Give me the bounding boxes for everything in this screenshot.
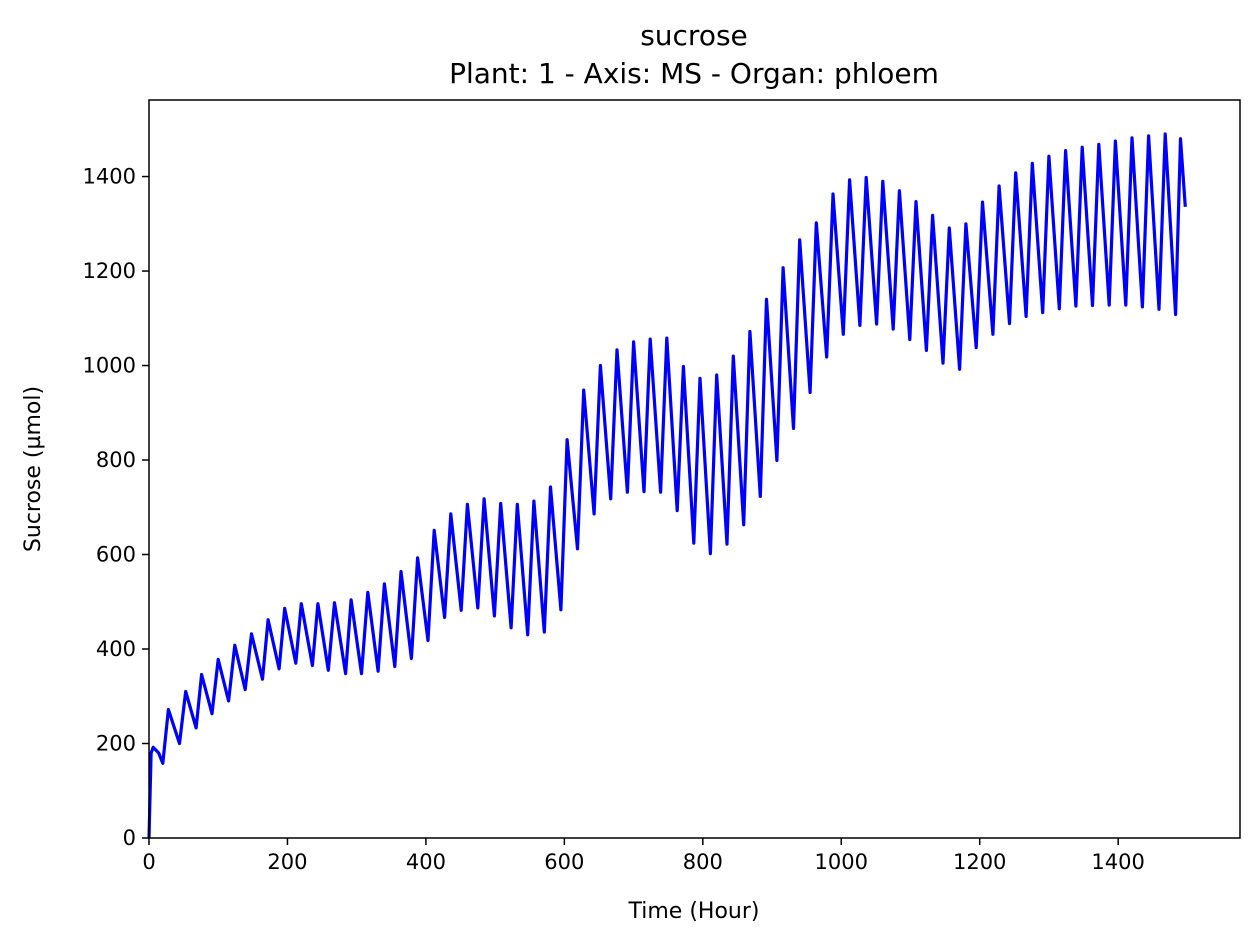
chart-title: sucrose: [640, 19, 748, 52]
x-axis-ticks: 0 200 400 600 800 1000 1200 1400: [142, 838, 1145, 874]
y-tick-label: 200: [96, 732, 136, 756]
y-tick-label: 1200: [83, 259, 136, 283]
x-tick-label: 1400: [1091, 850, 1144, 874]
x-tick-label: 400: [406, 850, 446, 874]
y-tick-label: 600: [96, 543, 136, 567]
x-tick-label: 1200: [953, 850, 1006, 874]
x-tick-label: 0: [142, 850, 155, 874]
x-tick-label: 1000: [815, 850, 868, 874]
x-axis-label: Time (Hour): [628, 899, 760, 924]
y-tick-label: 0: [123, 826, 136, 850]
x-tick-label: 600: [544, 850, 584, 874]
x-tick-label: 200: [267, 850, 307, 874]
y-axis-label: Sucrose (µmol): [21, 386, 46, 552]
x-tick-label: 800: [683, 850, 723, 874]
y-tick-label: 800: [96, 448, 136, 472]
y-tick-label: 1000: [83, 354, 136, 378]
y-tick-label: 400: [96, 637, 136, 661]
y-tick-label: 1400: [83, 165, 136, 189]
chart-subtitle: Plant: 1 - Axis: MS - Organ: phloem: [449, 57, 939, 90]
y-axis-ticks: 0 200 400 600 800 1000 1200 1400: [83, 165, 149, 850]
series-line: [147, 132, 1187, 839]
plot-frame: [148, 99, 1241, 839]
